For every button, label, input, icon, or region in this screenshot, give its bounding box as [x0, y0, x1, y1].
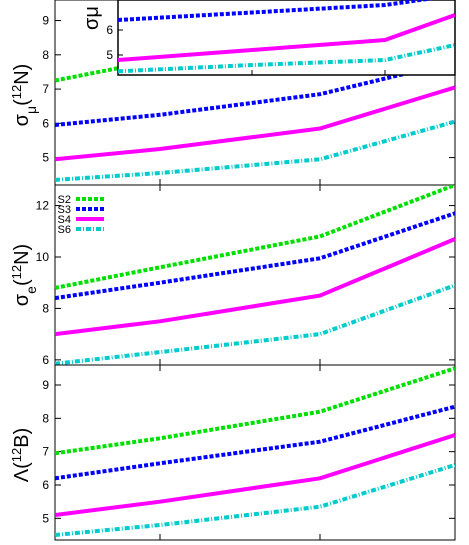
- sigma-mu-12N-ytick-label: 7: [42, 82, 49, 96]
- sigma-mu-12N-ylabel: σμ(12N): [9, 64, 40, 127]
- sigma-e-12N-ytick-label: 6: [42, 353, 49, 367]
- sigma-mu-12N-ytick-label: 9: [42, 14, 49, 28]
- sigma-e-12N-ytick-label: 12: [36, 199, 50, 213]
- sigma-e-12N-ylabel: σe(12N): [9, 244, 40, 306]
- sigma-mu-inset-ylabel: σμ: [81, 6, 103, 30]
- sigma-mu-inset-ytick-label: 6: [106, 23, 113, 37]
- sigma-mu-12N-ytick-label: 8: [42, 48, 49, 62]
- lambda-12B-series-s3: [55, 404, 455, 481]
- lambda-12B-series-s2: [55, 366, 455, 456]
- sigma-e-12N-series-s3: [55, 211, 455, 301]
- legend-label-s2: S2: [58, 194, 71, 206]
- lambda-12B-ytick-label: 6: [42, 478, 49, 492]
- lambda-12B-ytick-label: 8: [42, 411, 49, 425]
- legend-label-s3: S3: [58, 204, 71, 216]
- sigma-e-12N-series-s4: [55, 237, 455, 337]
- sigma-mu-inset-series-s3: [118, 0, 435, 22]
- sigma-mu-inset-ytick-label: 5: [106, 48, 113, 62]
- lambda-12B-ytick-label: 7: [42, 445, 49, 459]
- lambda-12B-ylabel: Λ(12B): [9, 428, 34, 483]
- legend-label-s4: S4: [58, 214, 71, 226]
- sigma-e-12N-ytick-label: 10: [36, 250, 50, 264]
- sigma-mu-12N-ytick-label: 6: [42, 116, 49, 130]
- lambda-12B-series-s6: [55, 463, 455, 537]
- legend-label-s6: S6: [58, 224, 71, 236]
- sigma-e-12N-series-s2: [55, 185, 455, 290]
- sigma-mu-inset-series-s4: [118, 13, 455, 62]
- sigma-mu-12N-ytick-label: 5: [42, 151, 49, 165]
- lambda-12B-ytick-label: 9: [42, 378, 49, 392]
- lambda-12B-ytick-label: 5: [42, 511, 49, 525]
- sigma-mu-inset-series-s6: [118, 43, 455, 74]
- sigma-mu-12N-series-s4: [55, 85, 455, 162]
- lambda-12B-series-s4: [55, 433, 455, 517]
- sigma-mu-12N-series-s3: [55, 59, 455, 127]
- sigma-mu-12N-series-s6: [55, 119, 455, 182]
- sigma-e-12N-ytick-label: 8: [42, 301, 49, 315]
- sigma-e-12N-series-s6: [55, 283, 455, 365]
